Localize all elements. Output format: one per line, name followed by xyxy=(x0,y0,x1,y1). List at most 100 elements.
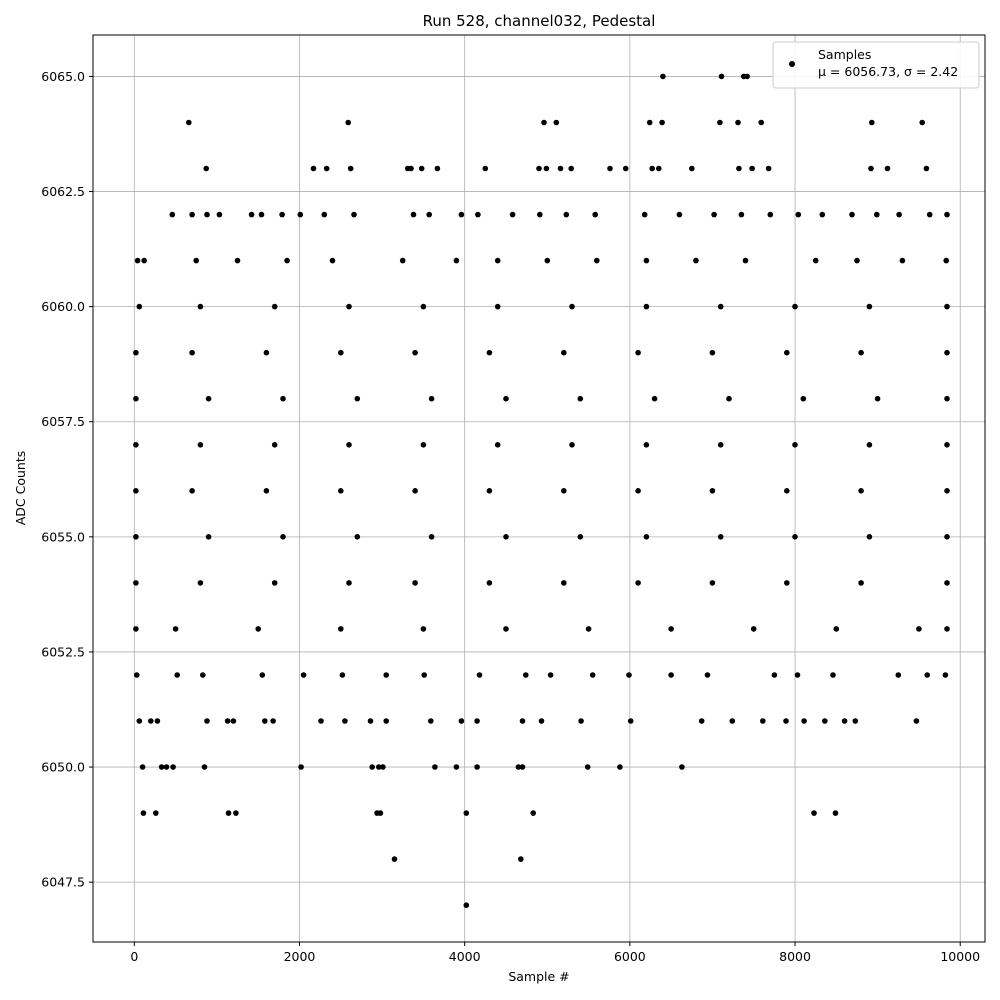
data-point xyxy=(584,764,591,770)
data-point xyxy=(736,165,742,172)
data-point xyxy=(458,211,465,218)
x-tick-label: 10000 xyxy=(940,949,980,964)
data-point xyxy=(475,211,481,218)
data-point xyxy=(270,718,276,724)
data-point xyxy=(225,810,232,816)
data-point xyxy=(585,626,592,632)
legend-entry-samples: Samples xyxy=(818,47,871,62)
data-point xyxy=(711,211,717,218)
data-point xyxy=(391,856,398,862)
data-point xyxy=(943,257,949,264)
y-tick-label: 6055.0 xyxy=(41,529,85,544)
data-point xyxy=(709,488,716,494)
data-point xyxy=(133,580,139,586)
data-point xyxy=(568,165,574,172)
data-point xyxy=(830,672,836,678)
x-tick-label: 2000 xyxy=(284,949,316,964)
data-point xyxy=(717,119,723,126)
data-point xyxy=(792,303,798,310)
legend-marker xyxy=(789,61,795,67)
data-point xyxy=(626,672,632,678)
data-point xyxy=(561,580,567,586)
data-point xyxy=(649,165,655,172)
data-point xyxy=(263,488,270,494)
data-point xyxy=(698,718,705,724)
x-tick-label: 4000 xyxy=(449,949,481,964)
data-point xyxy=(822,718,828,724)
data-point xyxy=(913,718,920,724)
x-tick-label: 6000 xyxy=(614,949,646,964)
data-point xyxy=(345,119,352,126)
data-point xyxy=(230,718,237,724)
chart-title: Run 528, channel032, Pedestal xyxy=(423,12,656,30)
data-point xyxy=(410,211,417,218)
data-point xyxy=(833,626,840,632)
data-point xyxy=(659,119,665,126)
data-point xyxy=(765,165,772,172)
data-point xyxy=(541,119,547,126)
data-point xyxy=(420,303,427,310)
y-axis-label: ADC Counts xyxy=(13,451,28,526)
data-point xyxy=(133,395,139,402)
data-point xyxy=(519,718,526,724)
data-point xyxy=(735,119,741,126)
data-point xyxy=(577,395,584,402)
data-point xyxy=(141,257,147,264)
data-point xyxy=(926,211,933,218)
data-point xyxy=(729,718,736,724)
data-point xyxy=(354,395,361,402)
data-point xyxy=(635,488,641,494)
data-point xyxy=(284,257,290,264)
data-point xyxy=(426,211,433,218)
data-point xyxy=(463,902,470,908)
data-point xyxy=(134,257,141,264)
data-point xyxy=(421,672,428,678)
data-point xyxy=(399,257,406,264)
data-point xyxy=(259,672,266,678)
data-point xyxy=(538,718,545,724)
data-point xyxy=(643,303,650,310)
data-point xyxy=(163,764,170,770)
data-point xyxy=(486,349,493,356)
data-point xyxy=(547,672,554,678)
data-point xyxy=(186,119,192,126)
data-point xyxy=(635,349,641,356)
axis-ticks: 0 2000 4000 6000 8000 10000 6047.5 6050.0 6052.5… xyxy=(41,69,980,964)
data-point xyxy=(518,856,524,862)
data-point xyxy=(784,580,790,586)
data-point xyxy=(140,810,147,816)
data-point xyxy=(203,165,209,172)
data-point xyxy=(482,165,489,172)
data-point xyxy=(263,349,270,356)
data-point xyxy=(617,764,623,770)
y-tick-label: 6062.5 xyxy=(41,184,85,199)
data-point xyxy=(321,211,328,218)
data-point xyxy=(154,718,161,724)
plot-frame xyxy=(92,34,986,943)
data-point xyxy=(280,395,286,402)
data-point xyxy=(216,211,223,218)
data-point xyxy=(760,718,766,724)
data-point xyxy=(158,764,165,770)
data-point xyxy=(811,810,817,816)
data-point xyxy=(635,580,641,586)
y-tick-label: 6050.0 xyxy=(41,760,85,775)
data-point xyxy=(660,73,666,80)
data-point xyxy=(744,73,750,80)
data-point xyxy=(172,626,179,632)
data-point xyxy=(944,442,950,448)
data-point xyxy=(338,626,344,632)
data-point xyxy=(523,672,529,678)
data-point xyxy=(668,626,674,632)
data-point xyxy=(420,626,427,632)
data-point xyxy=(792,442,798,448)
data-point xyxy=(553,119,560,126)
data-point xyxy=(749,165,755,172)
data-point xyxy=(503,395,509,402)
data-point xyxy=(297,211,304,218)
data-point xyxy=(380,764,386,770)
data-point xyxy=(868,165,874,172)
data-point xyxy=(342,718,348,724)
data-point xyxy=(248,211,255,218)
